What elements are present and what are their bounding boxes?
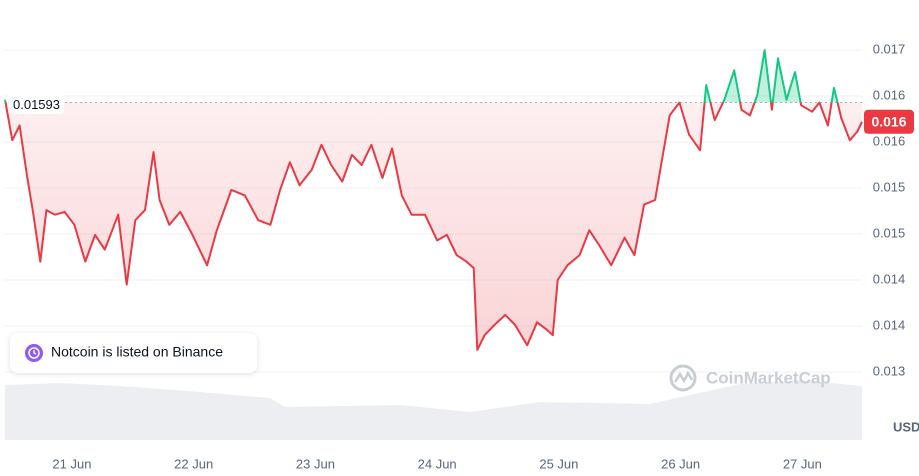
x-tick-label: 27 Jun: [783, 456, 822, 471]
x-tick-label: 22 Jun: [174, 456, 213, 471]
watermark: CoinMarketCap: [669, 364, 831, 392]
annotation-box: [10, 333, 257, 373]
y-tick-label: 0.017: [873, 42, 906, 57]
annotation-text: Notcoin is listed on Binance: [51, 344, 223, 360]
x-tick-label: 25 Jun: [539, 456, 578, 471]
x-tick-label: 26 Jun: [661, 456, 700, 471]
annotation[interactable]: Notcoin is listed on Binance: [10, 333, 257, 373]
y-tick-label: 0.016: [873, 87, 906, 102]
y-tick-label: 0.015: [873, 179, 906, 194]
y-tick-label: 0.015: [873, 225, 906, 240]
area-up: [5, 50, 862, 103]
y-tick-label: 0.013: [873, 363, 906, 378]
watermark-text: CoinMarketCap: [706, 368, 831, 387]
baseline-label: 0.01593: [13, 97, 60, 112]
x-tick-label: 24 Jun: [418, 456, 457, 471]
current-price-label: 0.016: [871, 114, 906, 130]
price-line-down: [4, 102, 863, 351]
y-tick-label: 0.014: [873, 271, 906, 286]
baseline-label-bg: [9, 94, 64, 114]
currency-label: USD: [893, 419, 919, 434]
area-down: [5, 102, 862, 350]
volume-area: [5, 380, 862, 440]
current-price-tag: [864, 109, 914, 134]
y-tick-label: 0.014: [873, 317, 906, 332]
x-tick-label: 21 Jun: [52, 456, 91, 471]
y-tick-label: 0.016: [873, 133, 906, 148]
x-tick-label: 23 Jun: [296, 456, 335, 471]
